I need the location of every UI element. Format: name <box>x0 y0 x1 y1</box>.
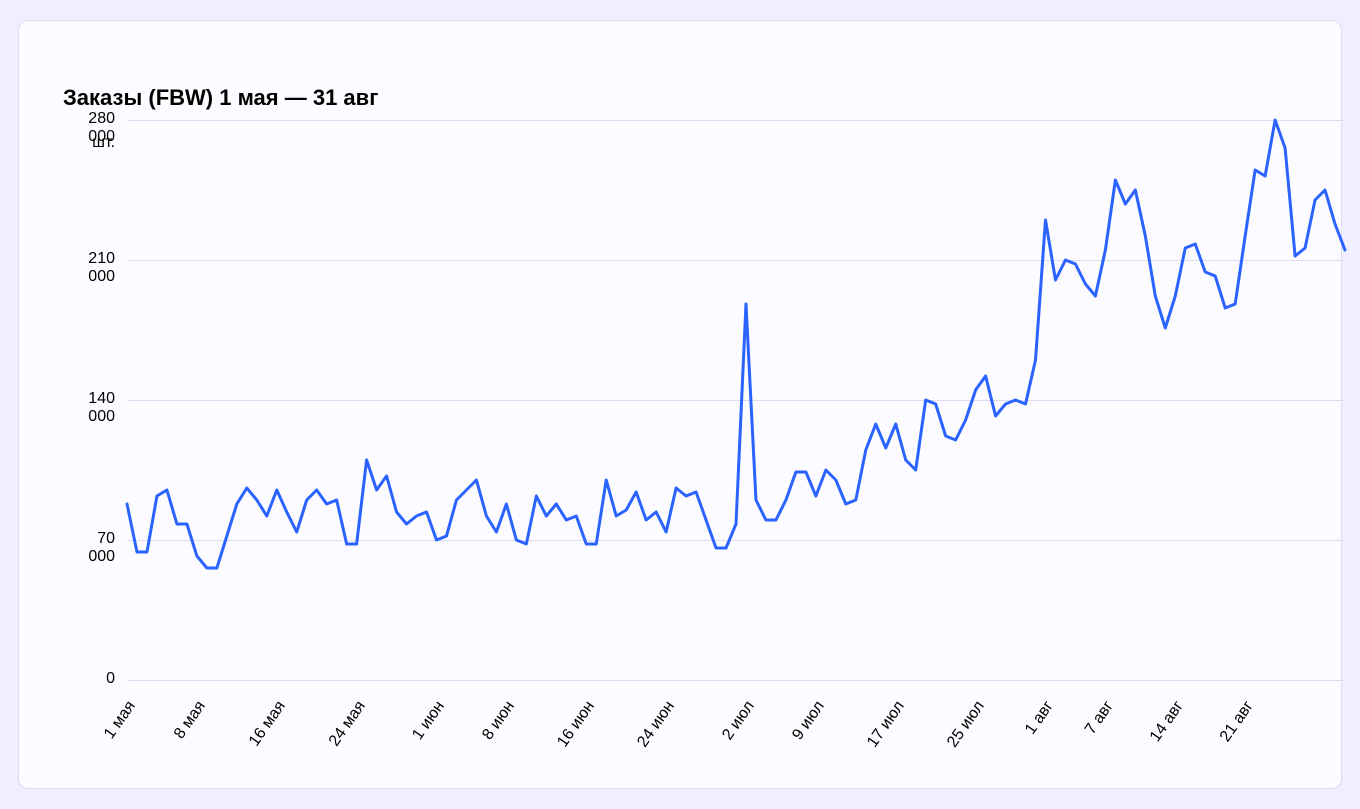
x-tick-label: 16 мая <box>246 698 290 750</box>
x-tick-label: 1 июн <box>410 698 449 744</box>
gridline <box>127 680 1345 681</box>
x-tick-label: 24 мая <box>325 698 369 750</box>
chart-line-svg <box>127 120 1345 680</box>
y-axis-unit: шт. <box>92 134 115 152</box>
chart-title: Заказы (FBW) 1 мая — 31 авг <box>63 85 378 111</box>
chart-plot-area: 070 000140 000210 000280 000шт.1 мая8 ма… <box>127 120 1345 680</box>
y-tick-label: 210 000 <box>88 250 115 286</box>
chart-card: Заказы (FBW) 1 мая — 31 авг 070 000140 0… <box>18 20 1342 789</box>
x-tick-label: 14 авг <box>1147 698 1188 746</box>
x-tick-label: 17 июл <box>864 698 909 751</box>
x-tick-label: 8 мая <box>171 698 210 743</box>
chart-outer: Заказы (FBW) 1 мая — 31 авг 070 000140 0… <box>0 0 1360 809</box>
x-tick-label: 8 июн <box>480 698 519 744</box>
x-tick-label: 16 июн <box>554 698 599 751</box>
x-tick-label: 2 июл <box>719 698 759 744</box>
x-tick-label: 21 авг <box>1217 698 1258 746</box>
y-tick-label: 70 000 <box>88 530 115 566</box>
x-tick-label: 7 авг <box>1082 698 1118 738</box>
x-tick-label: 1 мая <box>101 698 140 743</box>
y-tick-label: 0 <box>106 670 115 688</box>
x-tick-label: 1 авг <box>1023 698 1059 738</box>
x-tick-label: 9 июл <box>789 698 829 744</box>
y-tick-label: 140 000 <box>88 390 115 426</box>
x-tick-label: 24 июн <box>634 698 679 751</box>
x-tick-label: 25 июл <box>944 698 989 751</box>
chart-line <box>127 120 1345 568</box>
